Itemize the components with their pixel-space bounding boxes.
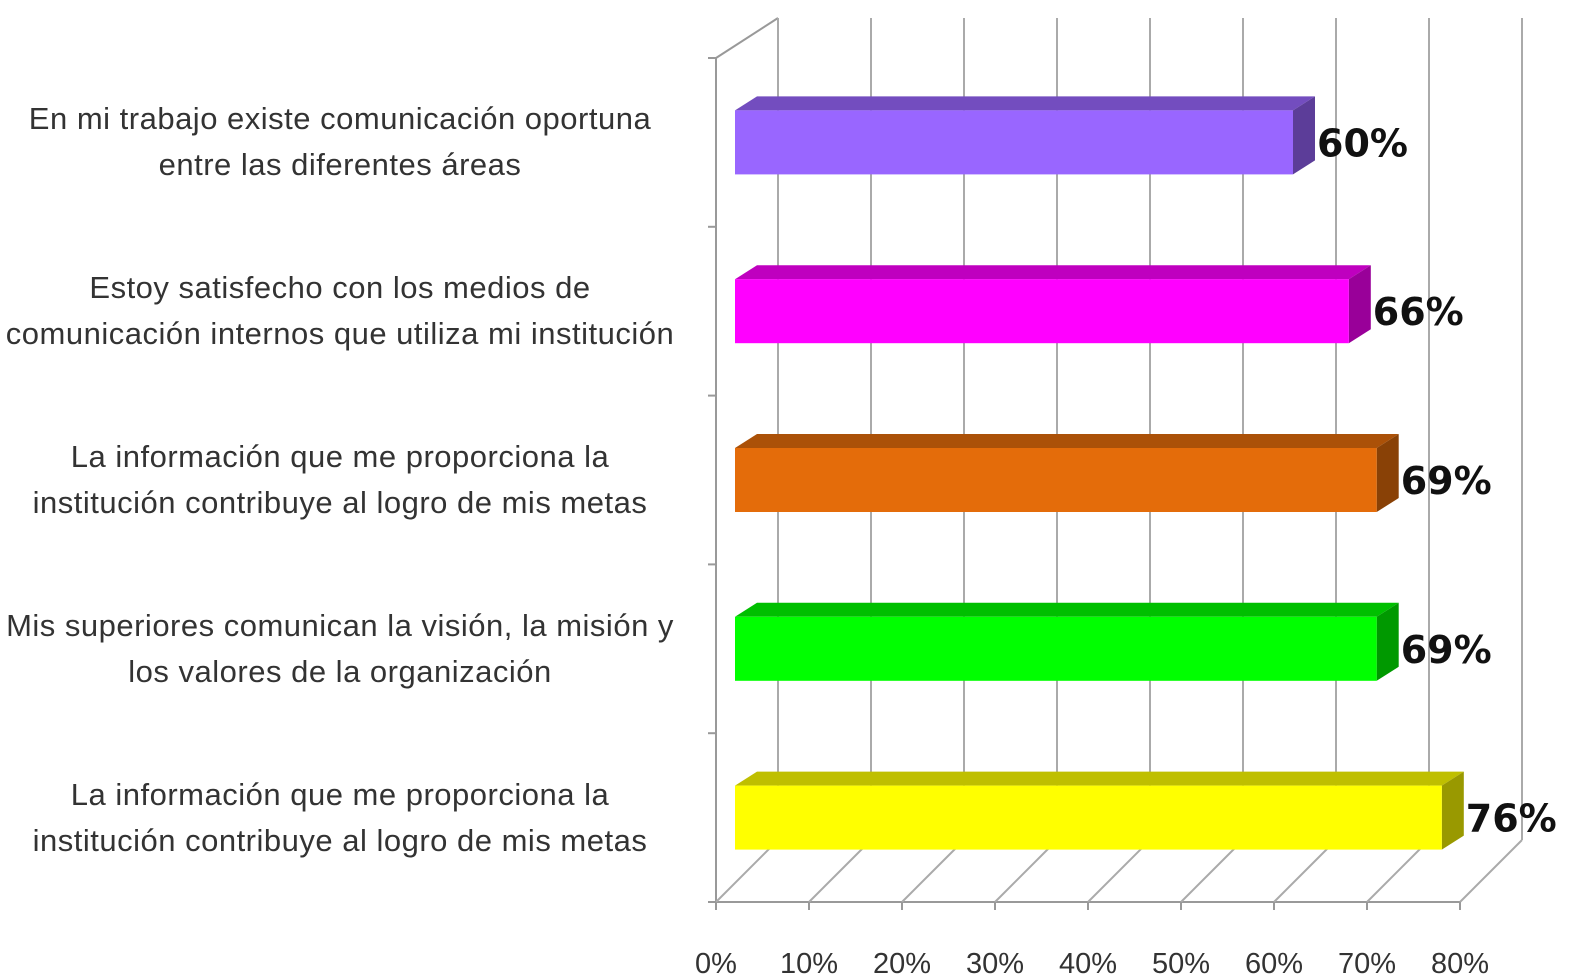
- bar: [735, 448, 1377, 512]
- grid-line: [994, 839, 1058, 903]
- bar-side: [1348, 265, 1371, 344]
- bar-top: [735, 771, 1464, 786]
- bar-top: [735, 602, 1399, 617]
- x-tick-label: 50%: [1152, 948, 1210, 979]
- value-label: 60%: [1317, 121, 1408, 165]
- x-tick-label: 20%: [873, 948, 931, 979]
- value-label: 69%: [1401, 459, 1492, 503]
- bar: [735, 616, 1377, 681]
- category-text: Estoy satisfecho con los medios de comun…: [5, 270, 675, 352]
- grid-line: [808, 839, 872, 903]
- x-tick-label: 60%: [1245, 948, 1303, 979]
- bar: [735, 785, 1442, 850]
- category-label: La información que me proporciona la ins…: [0, 733, 680, 902]
- category-label: Estoy satisfecho con los medios de comun…: [0, 227, 680, 396]
- bar-top: [735, 265, 1371, 280]
- category-text: En mi trabajo existe comunicación oportu…: [28, 101, 652, 183]
- x-tick-label: 40%: [1059, 948, 1117, 979]
- bar-side: [1376, 434, 1399, 512]
- category-label: La información que me proporciona la ins…: [0, 396, 680, 565]
- x-tick-label: 30%: [966, 948, 1024, 979]
- axis-line: [715, 17, 779, 59]
- grid-line: [1087, 839, 1151, 903]
- bar-side: [1441, 771, 1464, 850]
- grid-line: [715, 839, 779, 903]
- grid-line: [1180, 839, 1244, 903]
- grid-line: [1366, 839, 1430, 903]
- category-text: Mis superiores comunican la visión, la m…: [6, 607, 674, 689]
- value-label: 66%: [1373, 290, 1464, 334]
- bar-top: [735, 434, 1399, 448]
- grid-line: [901, 839, 965, 903]
- x-tick-label: 10%: [780, 948, 838, 979]
- x-tick-label: 0%: [695, 948, 737, 979]
- category-label: Mis superiores comunican la visión, la m…: [0, 564, 680, 733]
- bar-side: [1376, 602, 1399, 681]
- x-tick-label: 80%: [1431, 948, 1489, 979]
- grid-line: [1273, 839, 1337, 903]
- bar: [735, 279, 1349, 344]
- x-tick-label: 70%: [1338, 948, 1396, 979]
- category-text: La información que me proporciona la ins…: [32, 776, 648, 858]
- bar-side: [1293, 96, 1315, 175]
- category-text: La información que me proporciona la ins…: [32, 438, 648, 520]
- category-label: En mi trabajo existe comunicación oportu…: [0, 58, 680, 227]
- value-label: 69%: [1401, 628, 1492, 672]
- value-label: 76%: [1466, 797, 1557, 841]
- bar: [735, 110, 1293, 175]
- grid-line: [1459, 839, 1523, 903]
- bar-top: [735, 96, 1315, 111]
